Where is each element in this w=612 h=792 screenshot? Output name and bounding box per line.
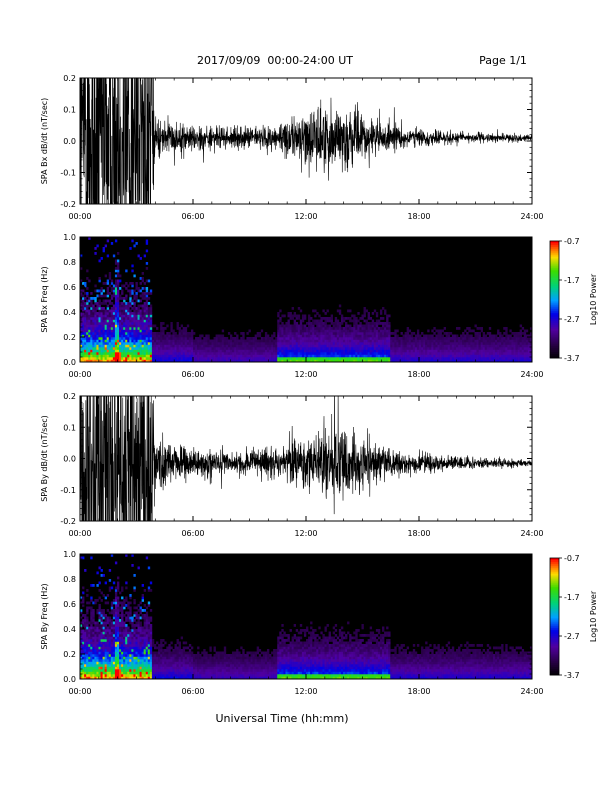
y-tick-label: 0.6 [63, 283, 76, 292]
x-tick-label: 12:00 [294, 212, 317, 221]
y-tick-label: 0.0 [63, 675, 76, 684]
spectrogram-cells [80, 554, 532, 679]
colorbar-tick-label: -3.7 [564, 354, 580, 363]
x-tick-label: 18:00 [407, 212, 430, 221]
y-tick-label: 1.0 [63, 550, 76, 559]
colorbar-by: -0.7 -1.7 -2.7 -3.7 Log10 Power [549, 554, 598, 680]
y-tick-label: 0.8 [63, 258, 76, 267]
y-tick-label: 0.0 [63, 358, 76, 367]
x-tick-label: 24:00 [520, 370, 543, 379]
colorbar-tick-label: -2.7 [564, 632, 580, 641]
x-tick-label: 24:00 [520, 212, 543, 221]
x-tick-label: 00:00 [68, 529, 91, 538]
x-axis-title: Universal Time (hh:mm) [216, 712, 349, 725]
y-tick-label: 0.8 [63, 575, 76, 584]
y-axis-title: SPA Bx Freq (Hz) [40, 266, 49, 332]
y-tick-label: -0.1 [60, 486, 76, 495]
waveform-series [80, 396, 532, 521]
y-tick-label: 0.6 [63, 600, 76, 609]
colorbar-frame [549, 557, 560, 676]
x-tick-label: 06:00 [181, 370, 204, 379]
y-tick-label: 0.2 [63, 333, 76, 342]
colorbar-tick-label: -0.7 [564, 554, 580, 563]
x-tick-label: 12:00 [294, 370, 317, 379]
y-tick-label: 0.4 [63, 308, 76, 317]
y-axis-title: SPA Bx dB/dt (nT/sec) [40, 98, 49, 185]
panel-by-waveform: 0.2 0.1 0.0 -0.1 -0.2 00:00 06:00 12:00 18:00 24:… [40, 392, 544, 538]
waveform-series [80, 78, 532, 204]
x-tick-label: 06:00 [181, 687, 204, 696]
panel-bx-waveform: 0.2 0.1 0.0 -0.1 -0.2 00:00 06:00 12:00 18:00 24:… [40, 74, 544, 221]
colorbar-tick-label: -3.7 [564, 671, 580, 680]
x-tick-label: 18:00 [407, 687, 430, 696]
x-tick-label: 24:00 [520, 687, 543, 696]
x-tick-label: 00:00 [68, 370, 91, 379]
y-tick-label: 0.1 [63, 106, 76, 115]
colorbar-tick-label: -1.7 [564, 276, 580, 285]
colorbar-tick-label: -0.7 [564, 237, 580, 246]
colorbar-title: Log10 Power [589, 590, 598, 642]
y-tick-label: 0.1 [63, 423, 76, 432]
colorbar-tick-label: -1.7 [564, 593, 580, 602]
x-tick-label: 18:00 [407, 370, 430, 379]
panel-bx-spectrogram: 1.0 0.8 0.6 0.4 0.2 0.0 00:00 06:00 12:00 18:00 24… [40, 233, 544, 379]
y-tick-label: -0.2 [60, 200, 76, 209]
figure-title: 2017/09/09 00:00-24:00 UT [197, 54, 353, 67]
x-tick-label: 00:00 [68, 212, 91, 221]
x-tick-label: 12:00 [294, 529, 317, 538]
y-tick-label: 0.0 [63, 137, 76, 146]
colorbar-bx: -0.7 -1.7 -2.7 -3.7 Log10 Power [549, 237, 598, 363]
x-tick-label: 18:00 [407, 529, 430, 538]
x-tick-label: 06:00 [181, 529, 204, 538]
y-tick-label: 0.4 [63, 625, 76, 634]
y-tick-label: 0.2 [63, 74, 76, 83]
y-axis-title: SPA By Freq (Hz) [40, 583, 49, 649]
page-indicator: Page 1/1 [479, 54, 527, 67]
colorbar-title: Log10 Power [589, 273, 598, 325]
colorbar-frame [549, 240, 560, 359]
y-tick-label: 0.2 [63, 392, 76, 401]
spectrogram-cells [80, 237, 532, 362]
colorbar-tick-label: -2.7 [564, 315, 580, 324]
y-tick-label: 0.0 [63, 455, 76, 464]
x-tick-label: 00:00 [68, 687, 91, 696]
y-tick-label: 1.0 [63, 233, 76, 242]
x-tick-label: 06:00 [181, 212, 204, 221]
y-axis-title: SPA By dB/dt (nT/sec) [40, 415, 49, 502]
x-tick-label: 24:00 [520, 529, 543, 538]
y-tick-label: -0.2 [60, 517, 76, 526]
x-tick-label: 12:00 [294, 687, 317, 696]
y-tick-label: 0.2 [63, 650, 76, 659]
panel-by-spectrogram: 1.0 0.8 0.6 0.4 0.2 0.0 00:00 06:00 12:00 18:00 24… [40, 550, 544, 696]
y-tick-label: -0.1 [60, 169, 76, 178]
